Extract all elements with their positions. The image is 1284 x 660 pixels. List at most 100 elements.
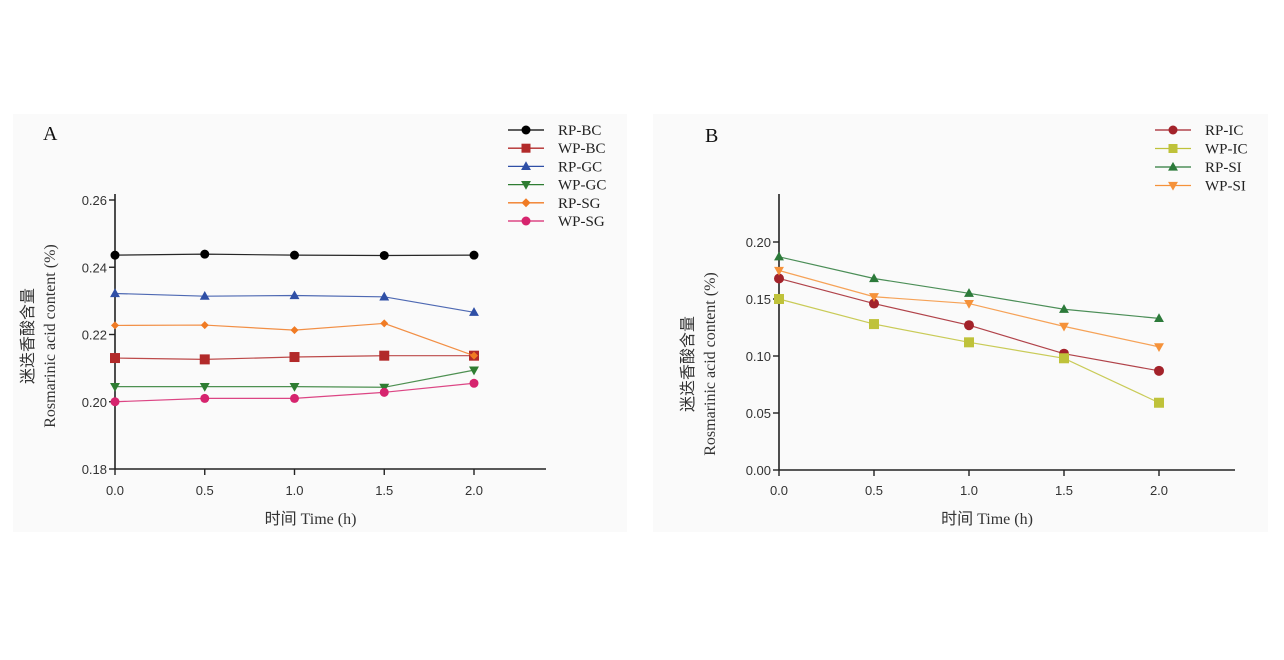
y-tick-label: 0.26 (82, 193, 107, 208)
x-axis-title: 时间 Time (h) (265, 510, 357, 528)
legend-item: RP-SI (1155, 160, 1242, 176)
chart-b-svg: B 0.00 0.05 0.10 0.15 0.20 0.0 0.5 1.0 1.5 2.0 时间 … (679, 123, 1248, 528)
data-point (1154, 343, 1164, 353)
legend-label: RP-BC (558, 123, 601, 139)
legend-marker (1168, 125, 1178, 135)
data-point (1154, 365, 1164, 376)
data-point (110, 397, 120, 407)
legend: RP-IC WP-IC RP-SI WP-SI (1155, 123, 1248, 195)
data-point (869, 298, 879, 309)
panel-label-a: A (43, 123, 58, 145)
chart-b-plot: 0.00 0.05 0.10 0.15 0.20 0.0 0.5 1.0 1.5 2.0 时间 Ti… (679, 194, 1235, 528)
legend-item: RP-SG (508, 196, 601, 212)
x-tick-label: 0.0 (770, 483, 788, 498)
y-tick-label: 0.24 (82, 260, 107, 275)
y-tick-label: 0.18 (82, 462, 107, 477)
y-axis-title: Rosmarinic acid content (%) (702, 272, 719, 456)
data-point (1154, 313, 1164, 322)
data-point (289, 383, 300, 392)
legend-item: RP-GC (508, 159, 602, 175)
x-tick-label: 1.0 (285, 483, 303, 498)
data-point (200, 249, 210, 259)
data-point (964, 320, 974, 331)
data-point (774, 273, 784, 284)
data-point (1059, 304, 1069, 313)
legend-marker (521, 181, 531, 190)
data-point (290, 326, 299, 335)
legend-item: RP-IC (1155, 123, 1243, 139)
legend-marker (1168, 181, 1178, 191)
legend-item: RP-BC (508, 123, 601, 139)
data-point (110, 250, 120, 260)
legend-item: WP-GC (508, 178, 606, 194)
data-point (469, 366, 479, 376)
data-point (111, 321, 119, 330)
series-wp-sg (110, 378, 479, 407)
x-tick-label: 1.5 (1055, 483, 1073, 498)
series-rp-si (774, 251, 1164, 322)
x-tick-label: 0.5 (865, 483, 883, 498)
data-point (964, 337, 974, 348)
data-point (200, 321, 209, 330)
data-point (379, 291, 390, 301)
legend: RP-BC WP-BC RP-GC WP-GC RP-SG WP-SG (508, 123, 606, 230)
chart-panel-a: A 0.18 0.20 0.22 0.24 0.26 0.0 0.5 1.0 1.5 2.0 时间 … (13, 114, 627, 532)
chart-panel-b: B 0.00 0.05 0.10 0.15 0.20 0.0 0.5 1.0 1.5 2.0 时间 … (653, 114, 1268, 532)
legend-item: WP-BC (508, 141, 606, 157)
legend-marker (521, 125, 531, 135)
data-point (469, 250, 479, 260)
series-wp-si (774, 266, 1164, 353)
data-point (110, 353, 120, 364)
data-point (869, 293, 879, 302)
data-point (290, 250, 299, 260)
legend-marker (521, 198, 531, 208)
legend-label: RP-GC (558, 159, 602, 175)
data-point (289, 290, 300, 300)
legend-label: WP-IC (1205, 142, 1248, 158)
y-tick-label: 0.00 (746, 463, 771, 478)
series-rp-bc (110, 249, 479, 260)
legend-marker (1168, 144, 1178, 153)
panel-label-b: B (705, 125, 718, 147)
legend-marker (1168, 161, 1178, 171)
series-line (778, 298, 1160, 404)
data-point (199, 354, 210, 365)
data-point (379, 387, 389, 397)
legend-label: WP-SG (558, 214, 605, 230)
data-point (289, 352, 300, 363)
legend-marker (521, 161, 531, 170)
x-tick-label: 0.5 (196, 483, 214, 498)
legend-marker (521, 216, 531, 226)
data-point (110, 288, 120, 298)
x-tick-label: 2.0 (1150, 483, 1168, 498)
x-tick-label: 0.0 (106, 483, 124, 498)
legend-item: WP-SG (508, 214, 605, 230)
data-point (380, 319, 389, 328)
series-rp-sg (111, 319, 478, 360)
data-point (379, 250, 389, 260)
legend-item: WP-SI (1155, 179, 1246, 195)
data-point (869, 273, 879, 283)
data-point (964, 288, 974, 297)
y-tick-label: 0.20 (82, 395, 107, 410)
legend-label: WP-SI (1205, 179, 1246, 195)
series-wp-bc (110, 350, 479, 365)
data-point (110, 383, 120, 392)
data-point (869, 319, 879, 330)
x-axis-title: 时间 Time (h) (941, 510, 1033, 528)
series-wp-ic (774, 294, 1164, 408)
legend-label: RP-IC (1205, 123, 1243, 139)
data-point (469, 378, 479, 388)
data-point (1154, 397, 1164, 408)
data-point (379, 350, 390, 361)
data-point (1059, 353, 1069, 364)
data-point (964, 299, 974, 309)
data-point (290, 393, 299, 403)
data-point (470, 351, 478, 360)
data-point (200, 393, 210, 403)
chart-a-plot: 0.18 0.20 0.22 0.24 0.26 0.0 0.5 1.0 1.5 2.0 时间 Ti… (19, 193, 546, 528)
y-tick-label: 0.22 (82, 328, 107, 343)
y-tick-label: 0.15 (746, 292, 771, 307)
x-tick-label: 1.5 (375, 483, 393, 498)
data-point (774, 266, 784, 276)
